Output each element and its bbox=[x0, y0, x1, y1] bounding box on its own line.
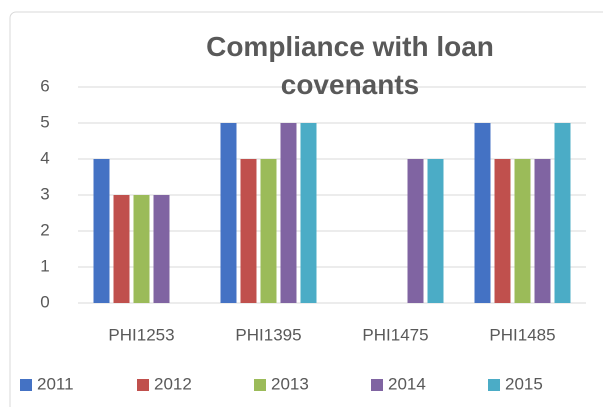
bar bbox=[534, 159, 551, 303]
legend-label: 2015 bbox=[505, 374, 543, 393]
bar bbox=[220, 123, 237, 303]
bar bbox=[474, 123, 491, 303]
legend-swatch bbox=[254, 379, 266, 391]
legend-label: 2014 bbox=[388, 374, 426, 393]
bar bbox=[113, 195, 130, 303]
legend-swatch bbox=[20, 379, 32, 391]
bar bbox=[514, 159, 531, 303]
bar bbox=[280, 123, 297, 303]
legend-label: 2013 bbox=[271, 374, 309, 393]
y-tick-label: 3 bbox=[40, 184, 49, 203]
bar bbox=[427, 159, 444, 303]
bar bbox=[407, 159, 424, 303]
y-tick-label: 0 bbox=[40, 292, 49, 311]
bar bbox=[300, 123, 317, 303]
legend-swatch bbox=[488, 379, 500, 391]
bar bbox=[133, 195, 150, 303]
legend-label: 2012 bbox=[154, 374, 192, 393]
x-tick-label: PHI1395 bbox=[235, 325, 301, 344]
y-tick-label: 5 bbox=[40, 112, 49, 131]
y-tick-label: 6 bbox=[40, 76, 49, 95]
bar bbox=[260, 159, 277, 303]
x-tick-label: PHI1485 bbox=[489, 325, 555, 344]
chart-border bbox=[9, 11, 603, 407]
bar bbox=[93, 159, 110, 303]
y-tick-label: 4 bbox=[40, 148, 49, 167]
legend-swatch bbox=[371, 379, 383, 391]
bar bbox=[153, 195, 170, 303]
bar bbox=[240, 159, 257, 303]
x-tick-label: PHI1253 bbox=[108, 325, 174, 344]
legend-label: 2011 bbox=[37, 374, 74, 393]
y-tick-label: 2 bbox=[40, 220, 49, 239]
bar bbox=[554, 123, 571, 303]
bar bbox=[494, 159, 511, 303]
y-tick-label: 1 bbox=[40, 256, 49, 275]
legend-swatch bbox=[137, 379, 149, 391]
x-tick-label: PHI1475 bbox=[362, 325, 428, 344]
chart-title: Compliance with loan covenants bbox=[206, 31, 494, 100]
